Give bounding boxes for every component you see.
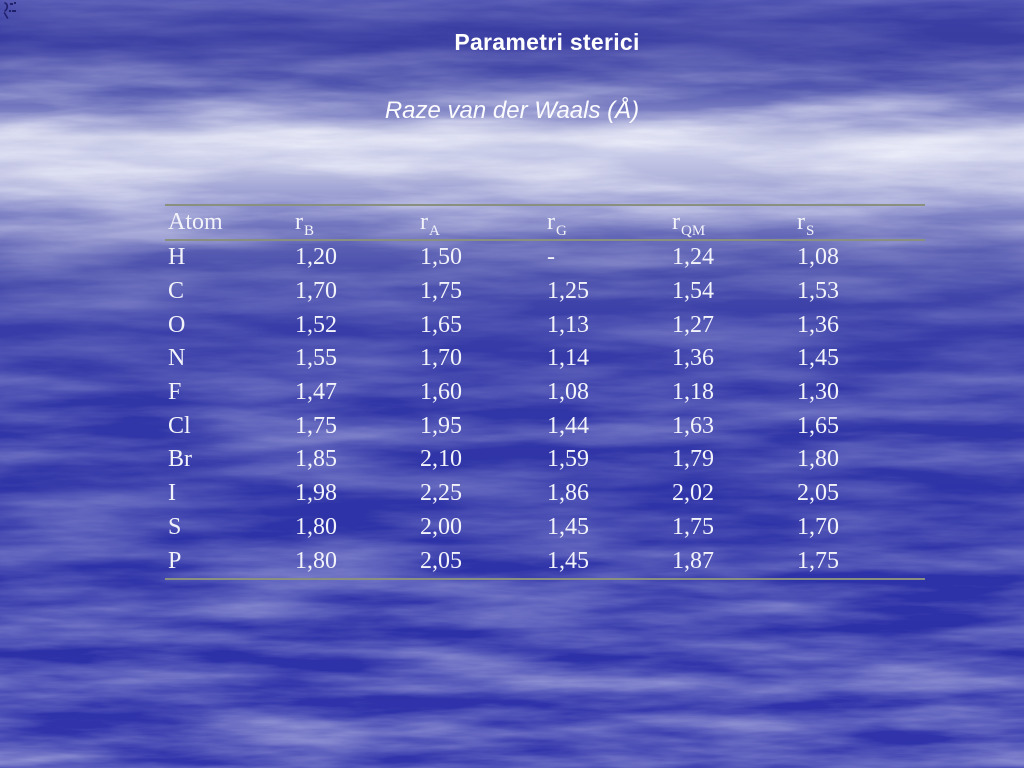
value-cell: 1,45 <box>544 544 669 580</box>
value-cell: 1,63 <box>672 412 714 439</box>
value-cell: 1,75 <box>672 513 714 540</box>
column-header-rs: rS <box>794 204 925 241</box>
value-cell: 1,75 <box>420 278 462 305</box>
atom-cell: Cl <box>168 412 191 439</box>
value-cell: 2,02 <box>672 480 714 507</box>
column-header-atom: Atom <box>165 204 292 241</box>
value-cell: 1,55 <box>295 345 337 372</box>
value-cell: 1,79 <box>672 446 714 473</box>
value-cell: 1,75 <box>295 412 337 439</box>
table-row: C 1,70 1,75 1,25 1,54 1,53 <box>165 275 925 309</box>
table-row: P 1,80 2,05 1,45 1,87 1,75 <box>165 544 925 580</box>
radius-symbol: r <box>420 209 428 235</box>
radius-subscript: QM <box>681 223 706 239</box>
value-cell: 1,47 <box>295 379 337 406</box>
value-cell: 1,70 <box>295 278 337 305</box>
column-header-rqm: rQM <box>669 204 794 241</box>
value-cell: 1,70 <box>797 513 839 540</box>
value-cell: 2,05 <box>417 544 544 580</box>
value-cell: 1,08 <box>547 379 589 406</box>
value-cell: 1,25 <box>547 278 589 305</box>
table-row: H 1,20 1,50 - 1,24 1,08 <box>165 240 925 275</box>
radius-subscript: G <box>556 223 567 239</box>
corner-watermark-icon <box>3 2 16 19</box>
radius-symbol: r <box>547 209 555 235</box>
value-cell: 1,18 <box>672 379 714 406</box>
atom-cell: S <box>168 513 182 540</box>
value-cell: 2,05 <box>797 480 839 507</box>
value-cell: 1,87 <box>669 544 794 580</box>
value-cell: 1,65 <box>797 412 839 439</box>
value-cell: 1,95 <box>420 412 462 439</box>
value-cell: 2,00 <box>420 513 462 540</box>
radius-symbol: r <box>295 209 303 235</box>
table-header-row: Atom rB rA rG rQM rS <box>165 204 925 241</box>
atom-cell: H <box>168 244 186 271</box>
value-cell: 1,13 <box>547 311 589 338</box>
table-row: I 1,98 2,25 1,86 2,02 2,05 <box>165 477 925 511</box>
value-cell: 1,36 <box>672 345 714 372</box>
value-cell: 1,65 <box>420 311 462 338</box>
table-row: Br 1,85 2,10 1,59 1,79 1,80 <box>165 443 925 477</box>
column-header-ra: rA <box>417 204 544 241</box>
value-cell: 2,25 <box>420 480 462 507</box>
value-cell: 1,20 <box>295 244 337 271</box>
table-row: Cl 1,75 1,95 1,44 1,63 1,65 <box>165 409 925 443</box>
value-cell: 1,60 <box>420 379 462 406</box>
value-cell: 1,27 <box>672 311 714 338</box>
column-header-rb: rB <box>292 204 417 241</box>
radius-subscript: A <box>429 223 440 239</box>
value-cell: - <box>547 244 555 271</box>
value-cell: 1,45 <box>797 345 839 372</box>
value-cell: 1,52 <box>295 311 337 338</box>
value-cell: 2,10 <box>420 446 462 473</box>
value-cell: 1,45 <box>547 513 589 540</box>
atom-cell: I <box>168 480 176 507</box>
value-cell: 1,75 <box>794 544 925 580</box>
value-cell: 1,54 <box>672 278 714 305</box>
value-cell: 1,70 <box>420 345 462 372</box>
table-row: N 1,55 1,70 1,14 1,36 1,45 <box>165 342 925 376</box>
radius-symbol: r <box>672 209 680 235</box>
slide-title: Parametri sterici <box>454 29 640 55</box>
value-cell: 1,30 <box>797 379 839 406</box>
table-row: O 1,52 1,65 1,13 1,27 1,36 <box>165 308 925 342</box>
value-cell: 1,36 <box>797 311 839 338</box>
atom-cell: O <box>168 311 186 338</box>
atom-cell: N <box>168 345 186 372</box>
value-cell: 1,14 <box>547 345 589 372</box>
atom-cell: P <box>165 544 292 580</box>
radius-subscript: B <box>304 223 315 239</box>
value-cell: 1,85 <box>295 446 337 473</box>
vdw-radii-table: Atom rB rA rG rQM rS H 1,20 1,50 - 1,24 … <box>165 204 925 580</box>
value-cell: 1,80 <box>292 544 417 580</box>
atom-cell: F <box>168 379 182 406</box>
slide-subtitle: Raze van der Waals (Å) <box>384 97 640 124</box>
value-cell: 1,80 <box>295 513 337 540</box>
value-cell: 1,53 <box>797 278 839 305</box>
table-row: S 1,80 2,00 1,45 1,75 1,70 <box>165 511 925 545</box>
value-cell: 1,98 <box>295 480 337 507</box>
atom-cell: Br <box>168 446 192 473</box>
value-cell: 1,80 <box>797 446 839 473</box>
value-cell: 1,86 <box>547 480 589 507</box>
value-cell: 1,44 <box>547 412 589 439</box>
radius-subscript: S <box>806 223 815 239</box>
radius-symbol: r <box>797 209 805 235</box>
value-cell: 1,50 <box>420 244 462 271</box>
table-row: F 1,47 1,60 1,08 1,18 1,30 <box>165 376 925 410</box>
atom-cell: C <box>168 278 185 305</box>
value-cell: 1,08 <box>797 244 839 271</box>
value-cell: 1,59 <box>547 446 589 473</box>
column-header-rg: rG <box>544 204 669 241</box>
value-cell: 1,24 <box>672 244 714 271</box>
